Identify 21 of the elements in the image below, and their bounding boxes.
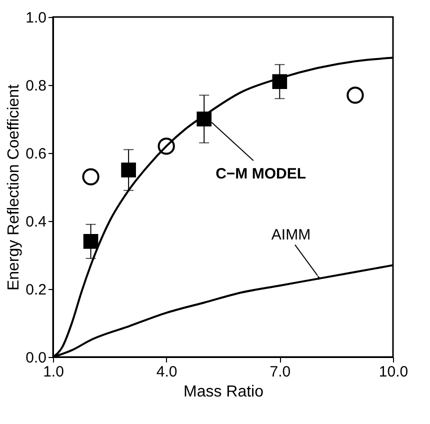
point <box>82 168 100 186</box>
x-tick-label: 10.0 <box>378 364 408 380</box>
point <box>196 112 212 126</box>
y-axis-title: Energy Reflection Coefficient <box>6 84 23 291</box>
point <box>121 162 136 178</box>
y-tick-label: 0.0 <box>26 350 46 366</box>
point <box>83 234 98 249</box>
point <box>272 74 288 90</box>
x-axis-title: Mass Ratio <box>183 384 264 400</box>
y-tick-label: 0.4 <box>26 214 46 230</box>
point <box>346 86 364 104</box>
y-tick-label: 1.0 <box>26 10 46 26</box>
x-tick-label: 7.0 <box>270 364 291 380</box>
annotation: C−M MODEL <box>216 165 306 182</box>
y-tick-label: 0.6 <box>26 146 46 162</box>
annotation: AIMM <box>271 226 311 244</box>
y-tick-label: 0.2 <box>26 282 46 298</box>
x-tick-label: 1.0 <box>43 364 64 380</box>
x-tick-label: 4.0 <box>156 364 178 380</box>
y-tick-label: 0.8 <box>26 78 46 94</box>
point <box>158 138 175 155</box>
